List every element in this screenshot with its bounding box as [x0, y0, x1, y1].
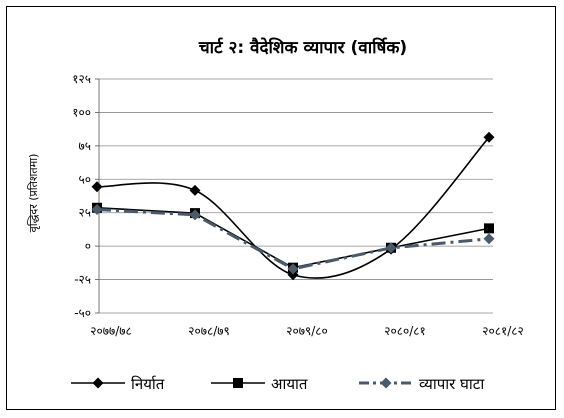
data-point: [483, 131, 495, 143]
y-tick-label: २५: [79, 206, 91, 220]
y-tick-label: ५०: [79, 172, 91, 186]
x-tick-label: २०८१/८२: [482, 324, 523, 338]
y-tick-label: १२५: [72, 72, 91, 86]
data-point: [484, 223, 494, 234]
legend-label: निर्यात: [131, 375, 165, 393]
x-tick-label: २०७७/७८: [90, 324, 131, 338]
data-point: [483, 233, 495, 245]
data-point: [385, 242, 397, 254]
y-tick-label: १००: [72, 105, 91, 119]
x-tick-label: २०७८/७९: [188, 324, 229, 338]
grid-lines: [99, 78, 493, 314]
y-axis-title: वृद्धिदर (प्रतिशतमा): [27, 154, 40, 233]
data-point: [91, 204, 103, 216]
chart-title: चार्ट २: वैदेशिक व्यापार (वार्षिक): [198, 37, 407, 58]
series-line-0: [96, 136, 490, 279]
y-tick-label: ७५: [79, 139, 91, 153]
legend-label: व्यापार घाटा: [419, 375, 485, 393]
x-tick-label: २०८०/८१: [384, 324, 425, 338]
chart-frame: चार्ट २: वैदेशिक व्यापार (वार्षिक) वृद्ध…: [6, 6, 556, 410]
axes: १२५ १०० ७५ ५० २५ ० -२५ -५० २०७७/७८ २०७८/७९ २०७९/८०…: [72, 72, 523, 338]
y-tick-label: -२५: [74, 273, 91, 287]
data-point: [189, 209, 201, 221]
y-tick-label: ०: [85, 239, 91, 253]
y-tick-label: -५०: [74, 306, 91, 320]
chart-svg: चार्ट २: वैदेशिक व्यापार (वार्षिक) वृद्ध…: [27, 37, 524, 393]
data-point: [287, 263, 299, 275]
legend-marker: [380, 377, 392, 389]
x-tick-label: २०७९/८०: [286, 324, 327, 338]
series-layer: [91, 131, 495, 281]
legend-label: आयात: [271, 375, 308, 393]
data-point: [91, 181, 103, 193]
legend-marker: [92, 377, 104, 389]
series-line-1: [96, 206, 490, 269]
legend-marker: [233, 378, 243, 388]
data-point: [189, 184, 201, 196]
legend: निर्यात आयात व्यापार घाटा: [71, 375, 485, 393]
